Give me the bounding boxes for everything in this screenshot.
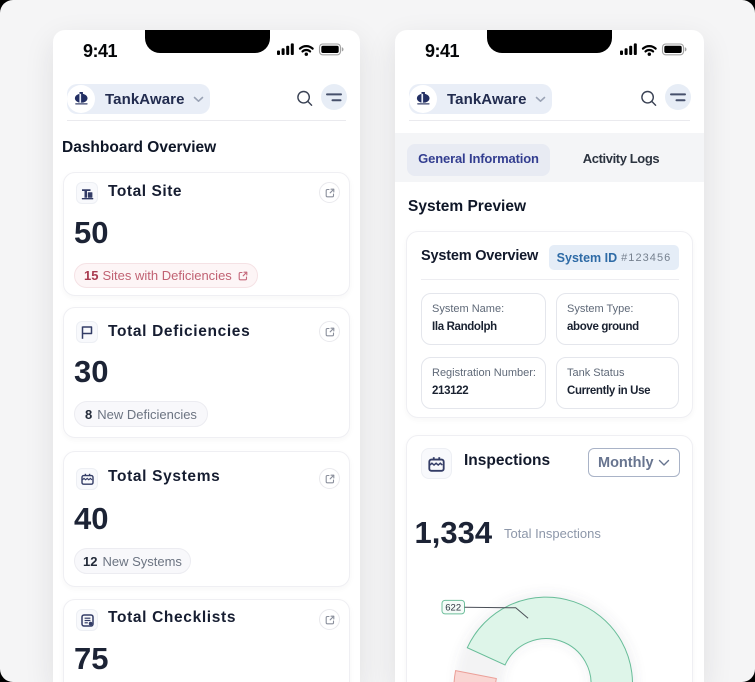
svg-text:622: 622: [445, 603, 461, 614]
